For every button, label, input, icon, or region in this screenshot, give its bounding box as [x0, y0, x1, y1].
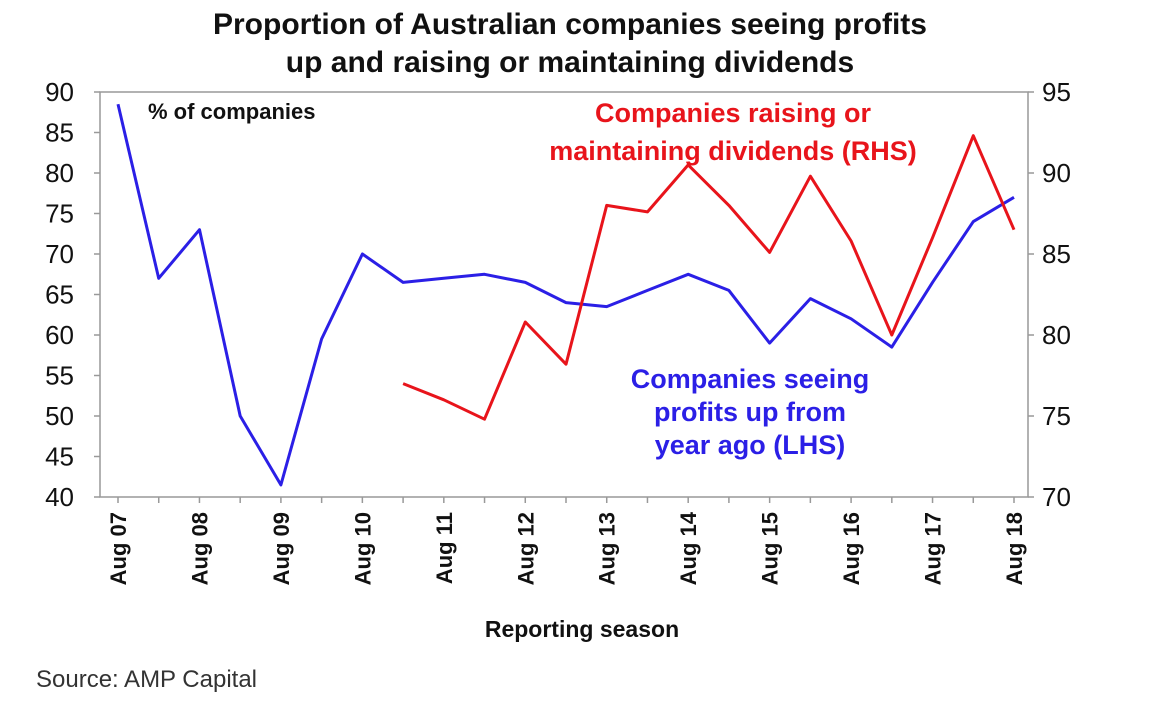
x-tick-label: Aug 08 — [187, 512, 212, 585]
left-tick-label: 45 — [45, 442, 74, 472]
x-tick-label: Aug 09 — [269, 512, 294, 585]
profits-series-line — [116, 103, 1015, 487]
profits-series-label-line-2: profits up from — [654, 397, 846, 427]
left-tick-label: 55 — [45, 361, 74, 391]
right-tick-label: 95 — [1042, 77, 1071, 107]
chart-title-line-1: Proportion of Australian companies seein… — [213, 8, 927, 41]
x-tick-label: Aug 18 — [1002, 512, 1027, 585]
left-tick-label: 40 — [45, 482, 74, 512]
profits-series-label-line-1: Companies seeing — [631, 364, 870, 394]
left-tick-label: 65 — [45, 280, 74, 310]
left-tick-label: 75 — [45, 199, 74, 229]
y-units-label: % of companies — [148, 99, 315, 124]
left-tick-label: 85 — [45, 118, 74, 148]
chart-title-line-2: up and raising or maintaining dividends — [286, 46, 854, 79]
series-group — [116, 103, 1016, 487]
left-tick-label: 70 — [45, 239, 74, 269]
right-tick-label: 80 — [1042, 320, 1071, 350]
x-tick-label: Aug 12 — [513, 512, 538, 585]
x-tick-label: Aug 07 — [106, 512, 131, 585]
x-tick-label: Aug 15 — [758, 512, 783, 585]
x-axis: Aug 07 Aug 08 Aug 09 Aug 10 Aug 11 Aug 12 Aug … — [106, 497, 1027, 585]
dividends-series-label-line-1: Companies raising or — [595, 98, 872, 128]
right-tick-label: 70 — [1042, 482, 1071, 512]
source-note: Source: AMP Capital — [36, 666, 257, 693]
profits-series-label-line-3: year ago (LHS) — [655, 430, 846, 460]
left-axis: 90 85 80 75 70 65 60 55 50 45 40 — [45, 77, 100, 512]
left-tick-label: 60 — [45, 320, 74, 350]
right-axis: 95 90 85 80 75 70 — [1028, 77, 1071, 512]
left-tick-label: 80 — [45, 158, 74, 188]
dividends-series-line — [402, 134, 1016, 421]
dividends-series-label-line-2: maintaining dividends (RHS) — [549, 136, 917, 166]
x-tick-label: Aug 17 — [921, 512, 946, 585]
x-axis-label: Reporting season — [485, 616, 679, 642]
x-tick-label: Aug 16 — [839, 512, 864, 585]
x-tick-label: Aug 10 — [350, 512, 375, 585]
left-tick-label: 90 — [45, 77, 74, 107]
right-tick-label: 90 — [1042, 158, 1071, 188]
left-tick-label: 50 — [45, 401, 74, 431]
x-tick-label: Aug 14 — [676, 511, 701, 585]
right-tick-label: 85 — [1042, 239, 1071, 269]
right-tick-label: 75 — [1042, 401, 1071, 431]
x-tick-label: Aug 13 — [595, 512, 620, 585]
x-tick-label: Aug 11 — [432, 512, 457, 584]
